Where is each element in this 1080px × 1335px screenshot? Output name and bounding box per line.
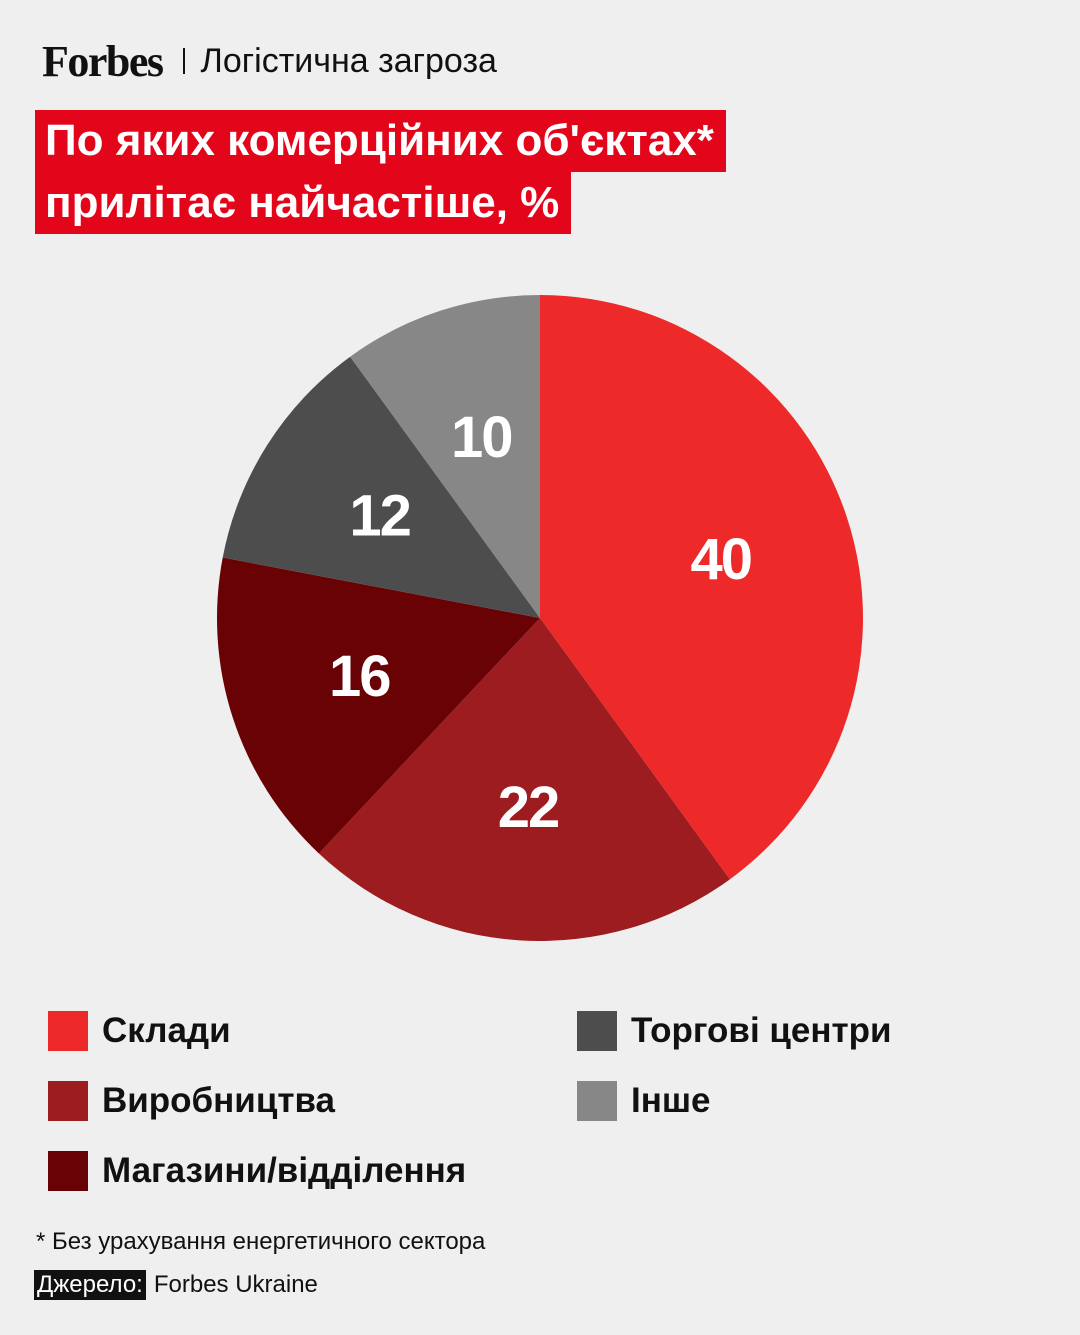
legend-swatch bbox=[577, 1081, 617, 1121]
legend-swatch bbox=[48, 1151, 88, 1191]
legend-item-sklady: Склади bbox=[48, 1011, 231, 1051]
pie-slice-0 bbox=[540, 295, 863, 880]
legend-item-mahazyny: Магазини/відділення bbox=[48, 1151, 466, 1191]
legend-label: Магазини/відділення bbox=[102, 1151, 467, 1190]
pie-slice-label-4: 10 bbox=[451, 405, 512, 470]
source-label: Джерело: bbox=[34, 1270, 146, 1300]
section-title: Логістична загроза bbox=[200, 41, 497, 80]
pie-slice-label-2: 16 bbox=[329, 644, 390, 709]
legend-label: Виробництва bbox=[102, 1081, 336, 1120]
pie-slice-3 bbox=[222, 356, 540, 618]
chart-title: По яких комерційних об'єктах* прилітає н… bbox=[35, 110, 726, 234]
header: Forbes Логістична загроза bbox=[42, 36, 497, 86]
pie-slice-label-1: 22 bbox=[498, 775, 559, 840]
source: Джерело: Forbes Ukraine bbox=[34, 1270, 318, 1300]
pie-slice-1 bbox=[318, 618, 730, 941]
pie-slice-label-3: 12 bbox=[349, 484, 410, 549]
pie-chart: 40 22 16 12 10 bbox=[217, 295, 863, 941]
legend-label: Склади bbox=[102, 1011, 231, 1050]
legend-label: Інше bbox=[631, 1081, 711, 1120]
pie-slice-4 bbox=[350, 295, 540, 618]
chart-title-line-1: По яких комерційних об'єктах* bbox=[35, 110, 726, 172]
forbes-logo: Forbes bbox=[42, 36, 164, 86]
legend-item-torhovi-tsentry: Торгові центри bbox=[577, 1011, 892, 1051]
legend-swatch bbox=[577, 1011, 617, 1051]
legend-item-inshe: Інше bbox=[577, 1081, 711, 1121]
legend-swatch bbox=[48, 1011, 88, 1051]
chart-title-line-2: прилітає найчастіше, % bbox=[35, 172, 572, 234]
legend-swatch bbox=[48, 1081, 88, 1121]
source-value: Forbes Ukraine bbox=[153, 1271, 318, 1298]
pie-slice-label-0: 40 bbox=[690, 527, 751, 592]
legend-label: Торгові центри bbox=[631, 1011, 892, 1050]
pie-slice-2 bbox=[217, 557, 540, 854]
header-divider bbox=[182, 48, 185, 74]
legend-item-vyrobnytstva: Виробництва bbox=[48, 1081, 335, 1121]
footnote: * Без урахування енергетичного сектора bbox=[36, 1228, 486, 1255]
